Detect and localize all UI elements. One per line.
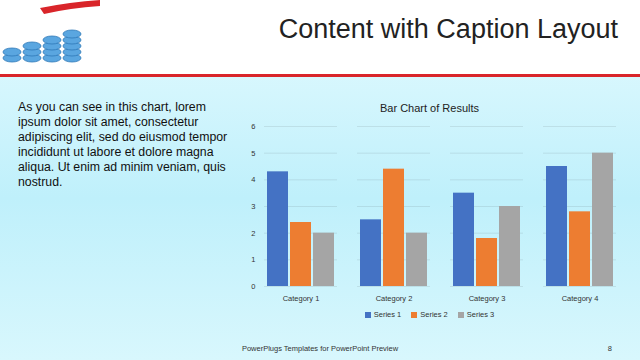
html-text:As you can see in this chart,: As you can see in this chart, lorem ipsu… (18, 100, 228, 189)
html-text:8: 8 (607, 344, 612, 353)
svg-text:Category 2: Category 2 (376, 294, 413, 303)
html-text:Series 2: Series 2 (420, 310, 448, 319)
svg-text:2: 2 (251, 229, 255, 238)
svg-text:4: 4 (251, 175, 255, 184)
svg-text:6: 6 (251, 122, 255, 131)
svg-text:0: 0 (251, 282, 255, 291)
svg-text:1: 1 (251, 255, 255, 264)
svg-text:Category 1: Category 1 (283, 294, 320, 303)
html-text:Bar Chart of Results: Bar Chart of Results (380, 102, 479, 114)
html-text:Content with Caption Layout: Content with Caption Layout (278, 14, 618, 44)
html-text:PowerPlugs Templates for Power: PowerPlugs Templates for PowerPoint Prev… (241, 344, 399, 353)
svg-text:Category 4: Category 4 (562, 294, 599, 303)
html-text:Series 3: Series 3 (466, 310, 495, 319)
svg-text:Category 3: Category 3 (469, 294, 506, 303)
svg-text:3: 3 (251, 202, 255, 211)
svg-text:5: 5 (251, 149, 255, 158)
html-text:Series 1: Series 1 (373, 310, 402, 319)
